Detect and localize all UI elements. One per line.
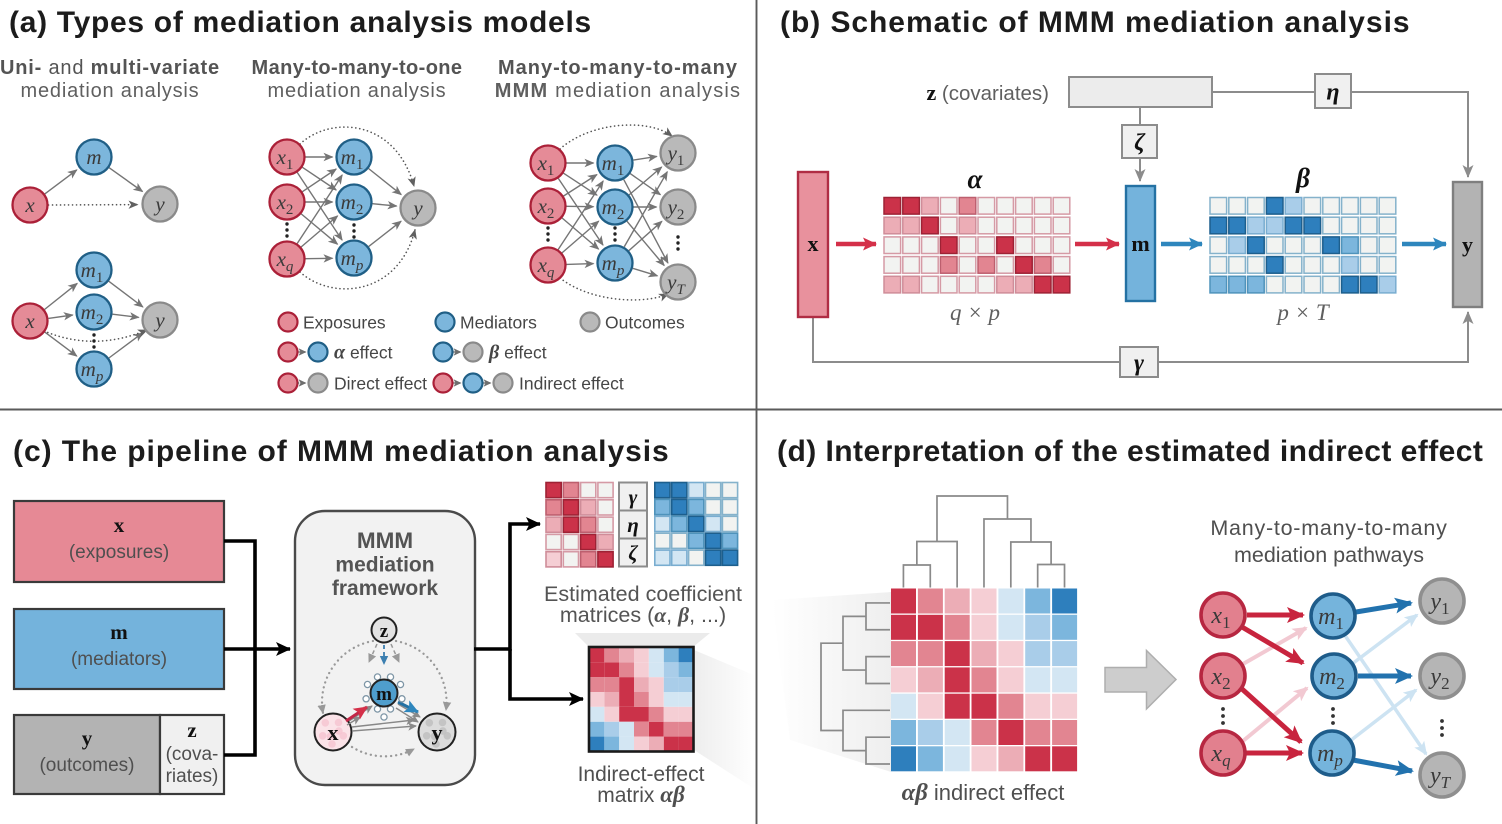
svg-text:(cova-: (cova- (166, 744, 219, 765)
svg-text:mediation analysis: mediation analysis (21, 80, 200, 102)
svg-text:m: m (110, 620, 128, 644)
svg-text:η: η (1326, 79, 1339, 105)
svg-text:riates): riates) (166, 766, 219, 787)
svg-text:Exposures: Exposures (303, 313, 386, 333)
svg-text:x: x (24, 309, 35, 333)
svg-text:Estimated coefficient: Estimated coefficient (544, 582, 742, 606)
svg-text:MMM mediation analysis: MMM mediation analysis (495, 80, 741, 102)
svg-text:mediation analysis: mediation analysis (268, 80, 447, 102)
svg-text:ζ: ζ (628, 541, 638, 565)
svg-text:x: x (24, 193, 35, 217)
svg-text:matrix αβ: matrix αβ (597, 782, 685, 807)
svg-text:(d) Interpretation of the esti: (d) Interpretation of the estimated indi… (777, 435, 1483, 468)
svg-text:z: z (380, 621, 389, 642)
svg-text:x: x (808, 231, 819, 256)
svg-text:Uni- and multi-variate: Uni- and multi-variate (0, 57, 220, 79)
svg-text:Many-to-many-to-many: Many-to-many-to-many (1210, 516, 1447, 540)
svg-text:x: x (328, 720, 339, 745)
svg-text:β: β (1295, 163, 1310, 193)
svg-text:q × p: q × p (950, 300, 1000, 325)
svg-text:α: α (968, 164, 984, 194)
svg-text:y: y (82, 726, 93, 750)
svg-text:(outcomes): (outcomes) (39, 755, 134, 776)
svg-text:β effect: β effect (488, 342, 547, 364)
svg-text:α effect: α effect (334, 342, 393, 364)
svg-text:αβ indirect effect: αβ indirect effect (902, 779, 1065, 806)
svg-text:z: z (187, 718, 196, 742)
svg-text:Indirect effect: Indirect effect (519, 374, 624, 394)
svg-text:Many-to-many-to-one: Many-to-many-to-one (252, 57, 463, 79)
svg-text:matrices (α, β, ...): matrices (α, β, ...) (560, 603, 726, 627)
svg-text:x: x (114, 513, 125, 537)
svg-text:mediation: mediation (335, 554, 434, 577)
svg-text:Direct effect: Direct effect (334, 374, 427, 394)
svg-text:y: y (153, 192, 165, 216)
svg-text:(b) Schematic of MMM mediation: (b) Schematic of MMM mediation analysis (780, 6, 1411, 39)
svg-text:y: y (153, 308, 165, 332)
svg-text:Indirect-effect: Indirect-effect (578, 763, 705, 786)
svg-text:ζ: ζ (1134, 130, 1146, 156)
svg-text:y: y (411, 196, 423, 220)
svg-text:MMM: MMM (357, 528, 413, 553)
svg-text:(mediators): (mediators) (71, 649, 167, 670)
svg-text:(c) The pipeline of MMM mediat: (c) The pipeline of MMM mediation analys… (13, 435, 670, 468)
svg-text:γ: γ (1134, 350, 1144, 376)
svg-text:γ: γ (629, 485, 638, 509)
svg-text:z (covariates): z (covariates) (926, 80, 1049, 105)
svg-text:(exposures): (exposures) (69, 542, 169, 563)
svg-text:p × T: p × T (1275, 300, 1331, 325)
svg-text:Mediators: Mediators (460, 313, 537, 333)
svg-text:η: η (627, 513, 639, 537)
svg-text:framework: framework (332, 577, 439, 600)
svg-text:Many-to-many-to-many: Many-to-many-to-many (498, 57, 738, 79)
svg-text:m: m (86, 145, 101, 169)
svg-text:m: m (1131, 231, 1149, 256)
svg-text:y: y (432, 720, 443, 745)
svg-text:(a) Types of mediation analysi: (a) Types of mediation analysis models (9, 6, 592, 39)
svg-text:m: m (376, 684, 392, 705)
svg-text:y: y (1462, 232, 1473, 257)
svg-text:Outcomes: Outcomes (605, 313, 685, 333)
svg-text:mediation pathways: mediation pathways (1234, 543, 1424, 567)
